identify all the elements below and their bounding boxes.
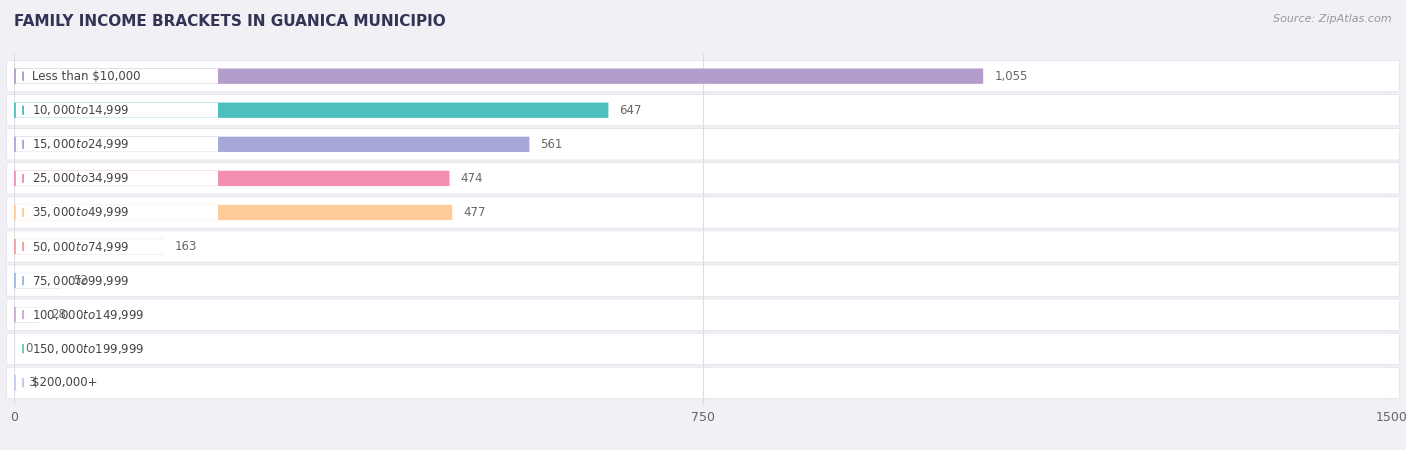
FancyBboxPatch shape [15, 239, 218, 254]
FancyBboxPatch shape [7, 60, 1399, 92]
FancyBboxPatch shape [14, 137, 530, 152]
FancyBboxPatch shape [14, 239, 163, 254]
Text: 163: 163 [174, 240, 197, 253]
Text: Less than $10,000: Less than $10,000 [32, 70, 141, 83]
Text: $35,000 to $49,999: $35,000 to $49,999 [32, 206, 129, 220]
FancyBboxPatch shape [14, 307, 39, 322]
FancyBboxPatch shape [15, 375, 218, 390]
FancyBboxPatch shape [7, 129, 1399, 160]
FancyBboxPatch shape [7, 333, 1399, 364]
FancyBboxPatch shape [15, 69, 218, 84]
FancyBboxPatch shape [7, 367, 1399, 399]
Text: 3: 3 [28, 376, 35, 389]
FancyBboxPatch shape [7, 231, 1399, 262]
Text: $200,000+: $200,000+ [32, 376, 98, 389]
Text: $25,000 to $34,999: $25,000 to $34,999 [32, 171, 129, 185]
FancyBboxPatch shape [15, 307, 218, 322]
Text: 0: 0 [25, 342, 32, 355]
FancyBboxPatch shape [15, 273, 218, 288]
FancyBboxPatch shape [14, 375, 17, 391]
FancyBboxPatch shape [14, 205, 453, 220]
FancyBboxPatch shape [7, 197, 1399, 228]
FancyBboxPatch shape [14, 103, 609, 118]
Text: Source: ZipAtlas.com: Source: ZipAtlas.com [1274, 14, 1392, 23]
FancyBboxPatch shape [15, 171, 218, 186]
Text: 647: 647 [620, 104, 643, 117]
Text: 477: 477 [463, 206, 485, 219]
FancyBboxPatch shape [14, 273, 62, 288]
Text: 52: 52 [73, 274, 87, 287]
Text: 28: 28 [51, 308, 66, 321]
FancyBboxPatch shape [14, 171, 450, 186]
Text: $100,000 to $149,999: $100,000 to $149,999 [32, 308, 145, 322]
Text: 1,055: 1,055 [994, 70, 1028, 83]
FancyBboxPatch shape [14, 68, 983, 84]
Text: $10,000 to $14,999: $10,000 to $14,999 [32, 103, 129, 117]
Text: $75,000 to $99,999: $75,000 to $99,999 [32, 274, 129, 288]
FancyBboxPatch shape [7, 163, 1399, 194]
FancyBboxPatch shape [15, 341, 218, 356]
FancyBboxPatch shape [15, 205, 218, 220]
FancyBboxPatch shape [7, 94, 1399, 126]
FancyBboxPatch shape [15, 103, 218, 118]
Text: 474: 474 [461, 172, 484, 185]
Text: FAMILY INCOME BRACKETS IN GUANICA MUNICIPIO: FAMILY INCOME BRACKETS IN GUANICA MUNICI… [14, 14, 446, 28]
FancyBboxPatch shape [15, 137, 218, 152]
FancyBboxPatch shape [7, 299, 1399, 330]
FancyBboxPatch shape [7, 265, 1399, 296]
Text: $15,000 to $24,999: $15,000 to $24,999 [32, 137, 129, 151]
Text: 561: 561 [540, 138, 562, 151]
Text: $50,000 to $74,999: $50,000 to $74,999 [32, 239, 129, 253]
Text: $150,000 to $199,999: $150,000 to $199,999 [32, 342, 145, 356]
